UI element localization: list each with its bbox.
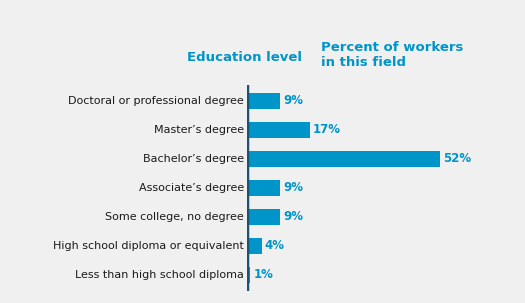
Bar bbox=[247, 180, 280, 196]
Bar bbox=[247, 93, 280, 109]
Text: 9%: 9% bbox=[283, 94, 303, 107]
Text: Master’s degree: Master’s degree bbox=[154, 125, 244, 135]
Bar bbox=[247, 122, 310, 138]
Text: 1%: 1% bbox=[254, 268, 274, 281]
Text: 4%: 4% bbox=[265, 239, 285, 252]
Text: Doctoral or professional degree: Doctoral or professional degree bbox=[68, 96, 244, 106]
Text: Associate’s degree: Associate’s degree bbox=[139, 183, 244, 193]
Text: High school diploma or equivalent: High school diploma or equivalent bbox=[53, 241, 244, 251]
Text: 52%: 52% bbox=[443, 152, 471, 165]
Text: 17%: 17% bbox=[313, 123, 341, 136]
Text: 9%: 9% bbox=[283, 210, 303, 223]
Text: Percent of workers
in this field: Percent of workers in this field bbox=[321, 41, 464, 69]
Bar bbox=[247, 267, 250, 283]
Bar bbox=[247, 209, 280, 225]
Text: Some college, no degree: Some college, no degree bbox=[105, 212, 244, 222]
Bar bbox=[247, 151, 440, 167]
Text: 9%: 9% bbox=[283, 181, 303, 194]
Text: Education level: Education level bbox=[187, 51, 302, 64]
Bar bbox=[247, 238, 261, 254]
Text: Bachelor’s degree: Bachelor’s degree bbox=[143, 154, 244, 164]
Text: Less than high school diploma: Less than high school diploma bbox=[75, 270, 244, 280]
